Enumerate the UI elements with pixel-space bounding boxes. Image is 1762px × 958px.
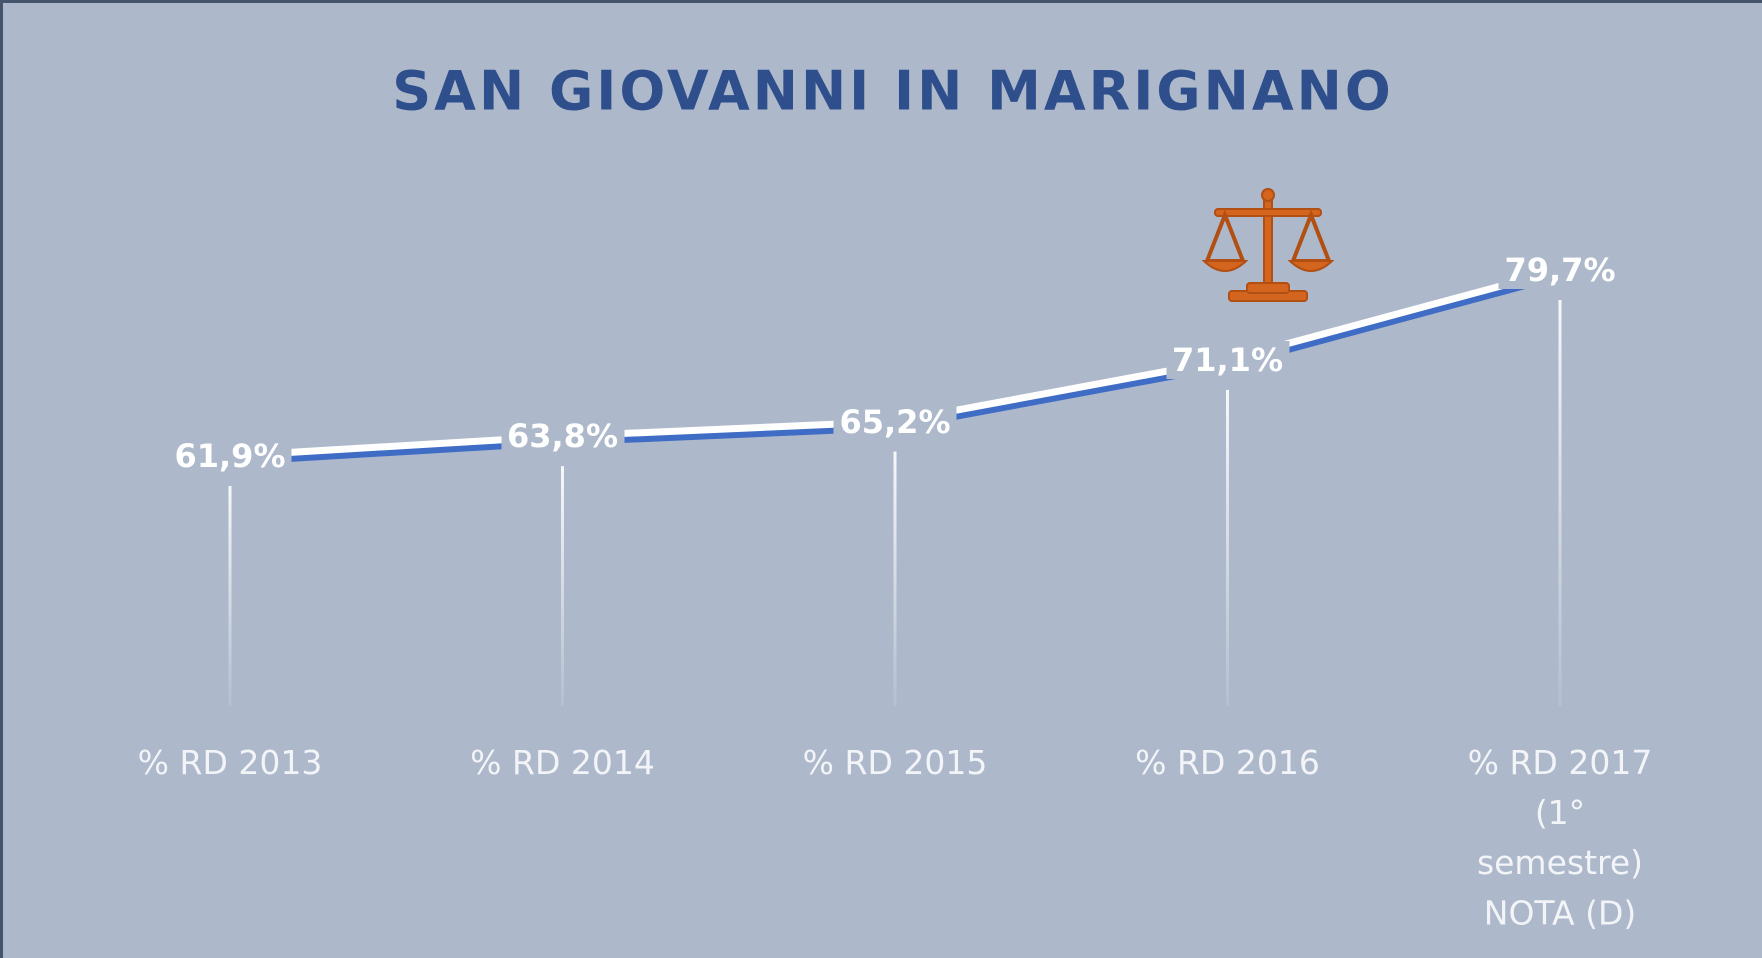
x-tick-label: % RD 2017 (1° semestre): [1467, 743, 1653, 882]
drop-line-fallback: [561, 466, 564, 706]
drop-line-fallback: [228, 486, 232, 706]
x-tick-label: % RD 2013: [137, 743, 323, 782]
scales-icon: [1201, 188, 1335, 302]
drop-line-fallback: [1558, 300, 1562, 706]
data-label: 71,1%: [1165, 340, 1290, 379]
x-tick-label: % RD 2014: [470, 743, 655, 782]
x-tick-label: % RD 2015: [802, 743, 988, 782]
data-label: 61,9%: [168, 437, 292, 475]
drop-line-fallback: [893, 451, 897, 706]
x-tick-label: % RD 2016: [1135, 743, 1320, 782]
annotation: NOTA (D): [1483, 893, 1637, 933]
chart-title: SAN GIOVANNI IN MARIGNANO: [392, 59, 1394, 123]
data-label: 65,2%: [833, 402, 957, 441]
data-label: 63,8%: [500, 417, 625, 456]
data-label: 79,7%: [1498, 251, 1622, 289]
drop-line-fallback: [1226, 389, 1229, 706]
